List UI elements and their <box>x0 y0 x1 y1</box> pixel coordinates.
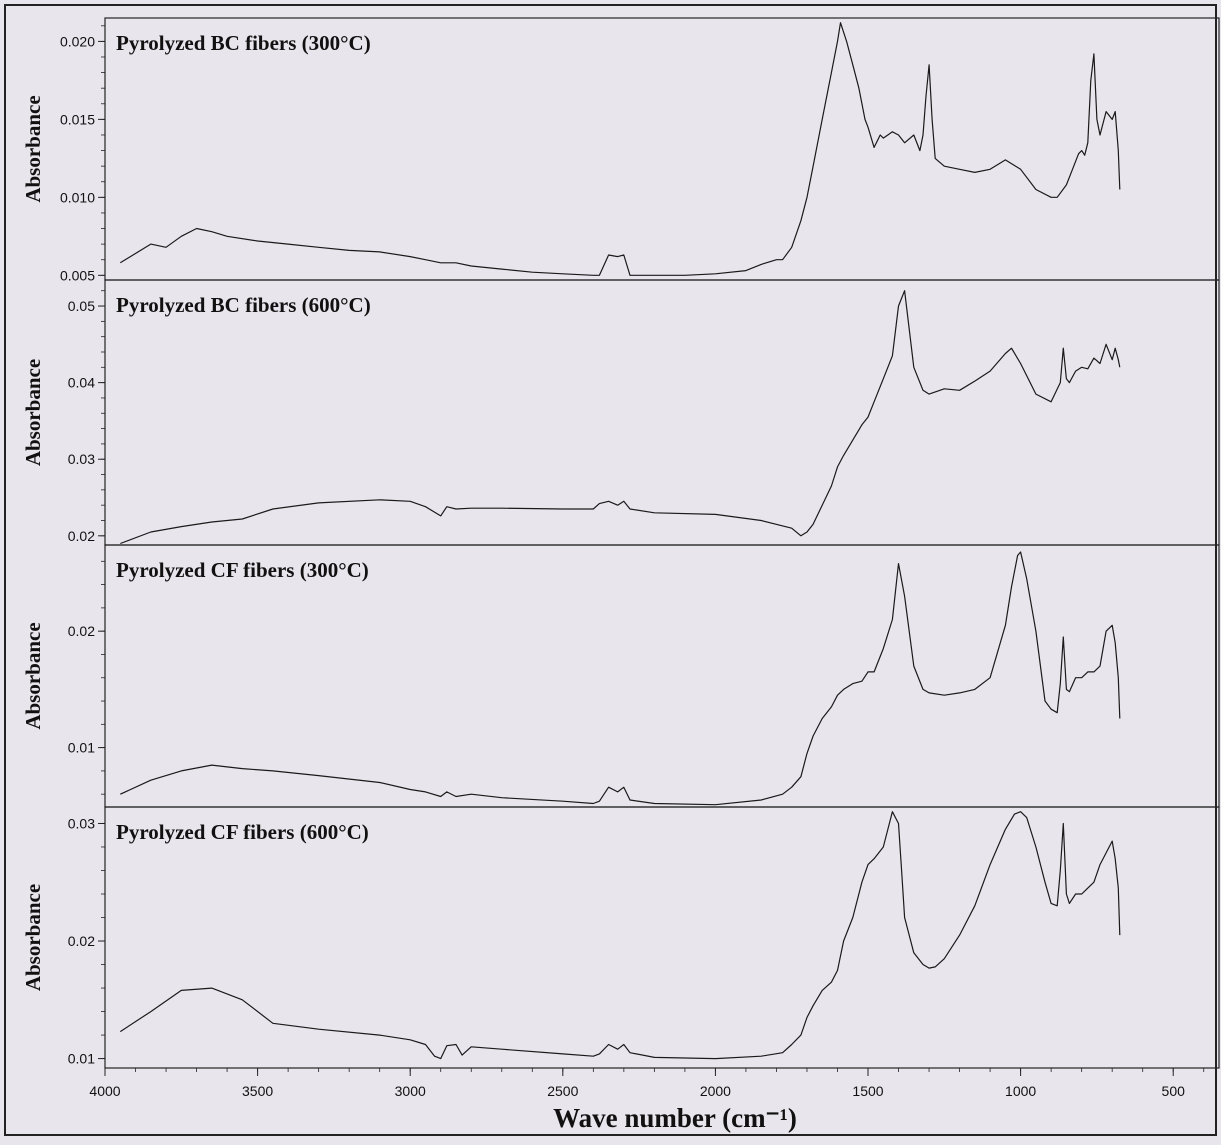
x-axis-label: Wave number (cm⁻¹) <box>553 1103 797 1133</box>
y-tick-label: 0.005 <box>60 267 95 283</box>
y-tick-label: 0.03 <box>68 815 95 831</box>
panel-title: Pyrolyzed BC fibers (600°C) <box>116 293 371 317</box>
series-line <box>120 551 1121 806</box>
panel-1: 0.020 0.015 0.010 0.005 Absorbance Pyrolyzed … <box>21 17 1220 283</box>
x-tick-label: 500 <box>1162 1083 1186 1099</box>
y-axis-label: Absorbance <box>21 95 45 202</box>
y-axis-label: Absorbance <box>21 622 45 729</box>
y-axis-label: Absorbance <box>21 359 45 466</box>
panel-title: Pyrolyzed BC fibers (300°C) <box>116 31 371 55</box>
y-tick-label: 0.01 <box>68 1051 95 1067</box>
x-tick-label: 1000 <box>1005 1083 1036 1099</box>
y-tick-label: 0.01 <box>68 740 95 756</box>
y-tick-label: 0.04 <box>68 375 95 391</box>
panel-2: 0.05 0.04 0.03 0.02 Absorbance Pyrolyzed BC f… <box>21 279 1220 546</box>
x-tick-label: 3500 <box>242 1083 273 1099</box>
y-tick-label: 0.010 <box>60 189 95 205</box>
y-tick-label: 0.02 <box>68 623 95 639</box>
panel-frame <box>104 279 1220 546</box>
x-tick-label: 1500 <box>852 1083 883 1099</box>
panel-title: Pyrolyzed CF fibers (300°C) <box>116 558 369 582</box>
y-axis-label: Absorbance <box>21 884 45 991</box>
x-axis: 4000 3500 3000 2500 2000 1500 1000 500 <box>89 1068 1205 1099</box>
series-line <box>119 811 1121 1060</box>
y-tick-label: 0.020 <box>60 33 95 49</box>
series-line <box>119 22 1121 276</box>
panel-4: 0.03 0.02 0.01 Absorbance Pyrolyzed CF fiber… <box>21 806 1220 1069</box>
y-tick-label: 0.03 <box>68 451 95 467</box>
x-tick-label: 2500 <box>547 1083 578 1099</box>
y-tick-label: 0.02 <box>68 933 95 949</box>
y-tick-label: 0.015 <box>60 111 95 127</box>
y-tick-label: 0.02 <box>68 528 95 544</box>
y-tick-label: 0.05 <box>68 298 95 314</box>
x-tick-label: 3000 <box>395 1083 426 1099</box>
panel-title: Pyrolyzed CF fibers (600°C) <box>116 820 369 844</box>
panels-group: 0.020 0.015 0.010 0.005 Absorbance Pyrolyzed … <box>21 17 1220 1069</box>
chart-border <box>4 4 1217 1136</box>
panel-frame <box>104 806 1220 1069</box>
panel-3: 0.02 0.01 Absorbance Pyrolyzed CF fibers (3… <box>21 544 1220 808</box>
series-line <box>120 290 1121 545</box>
panel-frame <box>104 544 1220 808</box>
x-tick-label: 4000 <box>89 1083 120 1099</box>
panel-frame <box>104 17 1220 281</box>
x-tick-label: 2000 <box>700 1083 731 1099</box>
